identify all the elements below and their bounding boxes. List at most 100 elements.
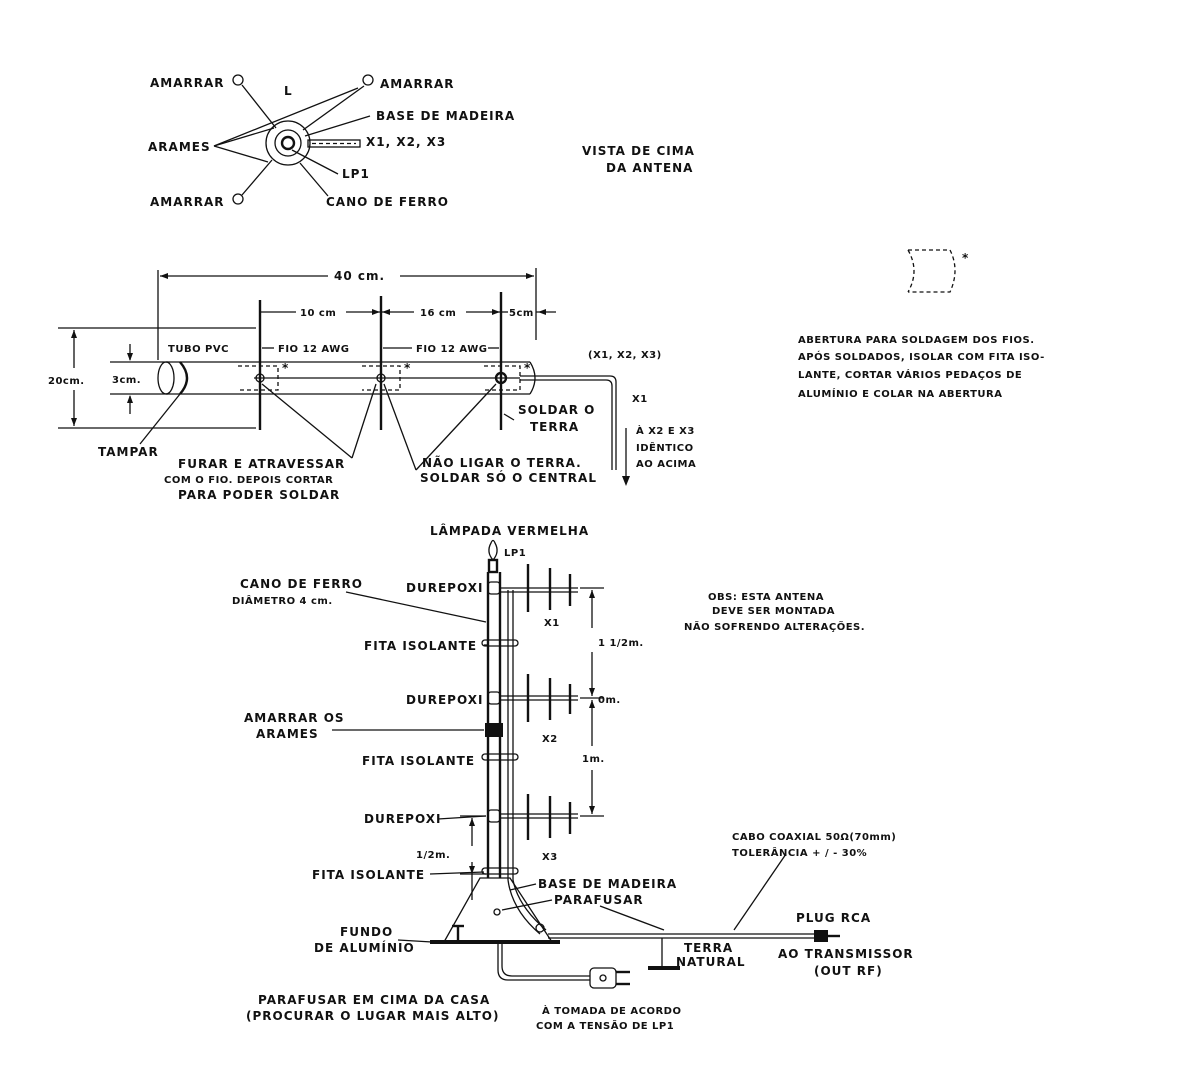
wire-tie-block — [485, 723, 503, 737]
obs-line-3: NÃO SOFRENDO ALTERAÇÕES. — [684, 620, 865, 633]
label-dim-half: 1/2m. — [416, 850, 450, 861]
cabo-leader — [733, 853, 787, 931]
power-cable-1 — [497, 944, 590, 981]
label-fita-2: FITA ISOLANTE — [362, 754, 475, 768]
tie-ring-bl — [232, 193, 244, 205]
leader-arames-2 — [213, 87, 359, 147]
label-fita-3: FITA ISOLANTE — [312, 868, 425, 882]
label-tomada-2: COM A TENSÃO DE LP1 — [536, 1019, 674, 1032]
label-base-madeira-mast: BASE DE MADEIRA — [538, 877, 677, 891]
durepoxi-blob-1 — [487, 581, 501, 595]
base-madeira-leader — [509, 883, 537, 891]
label-cano-1: CANO DE FERRO — [240, 577, 363, 591]
label-parafusar-casa-2: (PROCURAR O LUGAR MAIS ALTO) — [246, 1009, 499, 1023]
title-vista-line2: DA ANTENA — [606, 161, 693, 175]
fita3-leader — [429, 871, 485, 875]
pvc-tube-far-end — [529, 361, 536, 395]
leader-base-madeira — [304, 115, 371, 137]
tie-ring-tr — [362, 74, 374, 86]
dim3-arrow-bottom — [127, 395, 133, 403]
label-dim-0: 0m. — [598, 695, 621, 706]
nao-leader-1 — [383, 383, 417, 471]
label-nao-1: NÃO LIGAR O TERRA. — [422, 455, 582, 470]
label-terra-1: TERRA — [684, 941, 733, 955]
base-screw — [493, 908, 501, 916]
label-fita-1: FITA ISOLANTE — [364, 639, 477, 653]
dim-16cm: 16 cm — [420, 308, 456, 319]
durepoxi3-leader — [437, 815, 487, 820]
dim-3cm: 3cm. — [112, 375, 141, 386]
label-cano-ferro: CANO DE FERRO — [326, 195, 449, 209]
label-durepoxi-3: DUREPOXI — [364, 812, 441, 826]
dim20-arrow-top — [71, 330, 77, 338]
label-lp1: LP1 — [342, 167, 370, 181]
dim10-arrow — [372, 309, 380, 315]
dim40-arrow-right — [526, 273, 534, 279]
coax-out-1 — [520, 375, 617, 470]
iron-pipe-circle — [274, 129, 302, 157]
dim-10cm: 10 cm — [300, 308, 336, 319]
label-x-list: X1, X2, X3 — [366, 135, 446, 149]
dim16-arrow-left — [382, 309, 390, 315]
dim16-arrow-right — [492, 309, 500, 315]
leader-cano-ferro — [299, 162, 329, 197]
label-arames: ARAMES — [148, 140, 211, 154]
lamp-bulb — [488, 539, 498, 561]
tape-ring-2 — [481, 753, 519, 761]
label-out-rf: (OUT RF) — [814, 964, 883, 978]
opening-detail-shape — [908, 249, 956, 293]
dim-1-arrow-bottom — [589, 806, 595, 814]
label-amarrar-tr: AMARRAR — [380, 77, 455, 91]
power-plug-body — [589, 967, 617, 989]
antenna-rod — [307, 139, 361, 148]
label-amarrar-2: ARAMES — [256, 727, 319, 741]
tie-ring-tl — [232, 74, 244, 86]
label-fio-1: FIO 12 AWG — [278, 344, 349, 355]
dim5-arrow — [538, 309, 546, 315]
coax-out-2 — [520, 379, 613, 470]
label-parafusar-casa-1: PARAFUSAR EM CIMA DA CASA — [258, 993, 490, 1007]
label-durepoxi-1: DUREPOXI — [406, 581, 483, 595]
label-furar-1: FURAR E ATRAVESSAR — [178, 457, 345, 471]
pvc-tube-cap — [179, 361, 189, 395]
label-amarrar-bl: AMARRAR — [150, 195, 225, 209]
solder-point-3 — [494, 371, 508, 385]
label-amarrar-1: AMARRAR OS — [244, 711, 345, 725]
dim-half-arrow-bottom — [469, 866, 475, 874]
tape-ring-3 — [481, 867, 519, 875]
label-dim-1: 1m. — [582, 754, 605, 765]
label-soldar-1: SOLDAR O — [518, 403, 595, 417]
note-line-2: APÓS SOLDADOS, ISOLAR COM FITA ISO- — [798, 350, 1045, 363]
power-cable-2 — [501, 944, 590, 977]
label-x2-mast: X2 — [542, 734, 558, 745]
label-ao-transmissor: AO TRANSMISSOR — [778, 947, 914, 961]
label-plug-rca: PLUG RCA — [796, 911, 871, 925]
asterisk-1: * — [282, 361, 289, 375]
leader-arames-1 — [213, 127, 275, 147]
element-view: 40 cm. 10 cm 16 cm 5cm 20cm. 3c — [48, 268, 696, 502]
dim20-arrow-bottom — [71, 418, 77, 426]
label-ax2-1: À X2 E X3 — [636, 424, 695, 437]
dim-20cm: 20cm. — [48, 376, 85, 387]
solder-point-1 — [255, 373, 265, 383]
nao-leader-2 — [415, 383, 497, 471]
opening-1 — [238, 365, 279, 391]
obs-line-2: DEVE SER MONTADA — [712, 606, 835, 617]
label-dim-11-2: 1 1/2m. — [598, 638, 644, 649]
rca-plug-body — [814, 930, 828, 942]
label-durepoxi-2: DUREPOXI — [406, 693, 483, 707]
label-x3-mast: X3 — [542, 852, 558, 863]
tampar-leader — [139, 393, 181, 445]
note-line-3: LANTE, CORTAR VÁRIOS PEDAÇOS DE — [798, 368, 1022, 381]
guy-wire-tl — [241, 84, 277, 129]
label-lampada: LÂMPADA VERMELHA — [430, 523, 589, 538]
dim40-arrow-left — [160, 273, 168, 279]
parafusar-leader — [501, 899, 553, 911]
pvc-tube-end — [157, 361, 175, 395]
obs-line-1: OBS: ESTA ANTENA — [708, 592, 824, 603]
wood-base-circle — [265, 120, 311, 166]
guy-wire-tr — [302, 85, 365, 131]
furar-leader-1 — [261, 383, 353, 459]
